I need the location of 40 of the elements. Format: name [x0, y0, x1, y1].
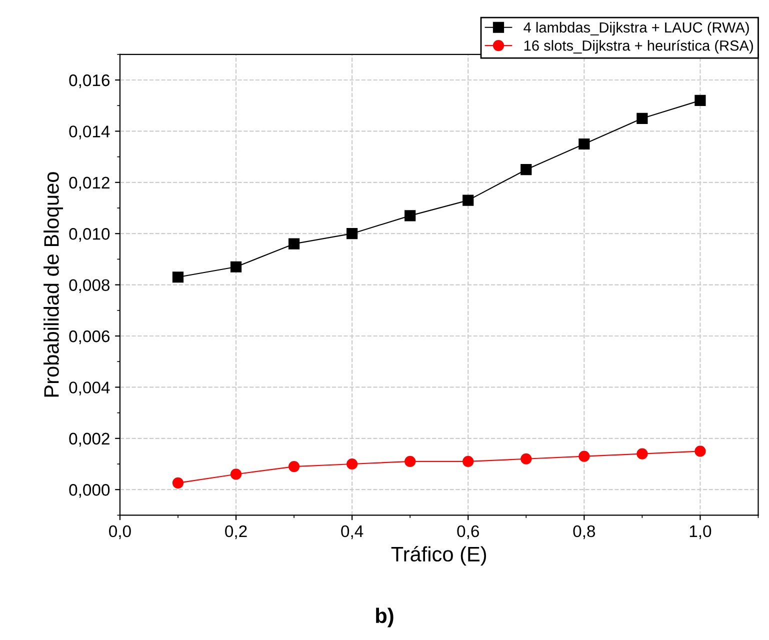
- y-axis-title: Probabilidad de Bloqueo: [44, 172, 63, 397]
- x-tick-label: 0,2: [225, 525, 247, 540]
- x-tick-label: 0,6: [457, 525, 479, 540]
- point: [172, 272, 184, 283]
- point: [230, 261, 242, 272]
- y-tick-label: 0,008: [69, 279, 110, 293]
- y-tick-label: 0,004: [69, 382, 110, 396]
- point: [404, 210, 416, 222]
- x-tick-label: 1,0: [690, 525, 712, 540]
- y-tick-label: 0,000: [69, 484, 110, 498]
- point: [346, 228, 358, 240]
- y-tick-label: 0,014: [69, 126, 110, 140]
- x-axis-title: Tráfico (E): [391, 546, 486, 566]
- point: [694, 446, 706, 457]
- y-tick-label: 0,002: [69, 432, 110, 447]
- legend-label: 4 lambdas_Dijkstra + LAUC (RWA): [524, 22, 749, 36]
- y-tick-label: 0,016: [69, 74, 110, 88]
- y-tick-label: 0,012: [69, 176, 110, 191]
- point: [636, 448, 648, 460]
- point: [288, 461, 300, 472]
- point: [694, 94, 706, 106]
- x-tick-label: 0,0: [109, 525, 131, 540]
- y-tick-label: 0,010: [69, 228, 110, 242]
- legend-label: 16 slots_Dijkstra + heurística (RSA): [524, 40, 753, 54]
- x-tick-label: 0,4: [341, 525, 364, 540]
- point: [404, 456, 416, 467]
- point: [230, 468, 242, 480]
- point: [520, 164, 532, 176]
- point: [578, 450, 590, 462]
- y-tick-label: 0,006: [69, 330, 110, 344]
- point: [288, 238, 300, 250]
- point: [462, 194, 474, 206]
- point: [578, 138, 590, 150]
- text: b): [376, 608, 394, 628]
- x-tick-label: 0,8: [573, 525, 596, 540]
- point: [520, 453, 532, 464]
- point: [462, 456, 474, 467]
- point: [346, 458, 358, 470]
- point: [172, 477, 184, 488]
- point: [636, 112, 648, 124]
